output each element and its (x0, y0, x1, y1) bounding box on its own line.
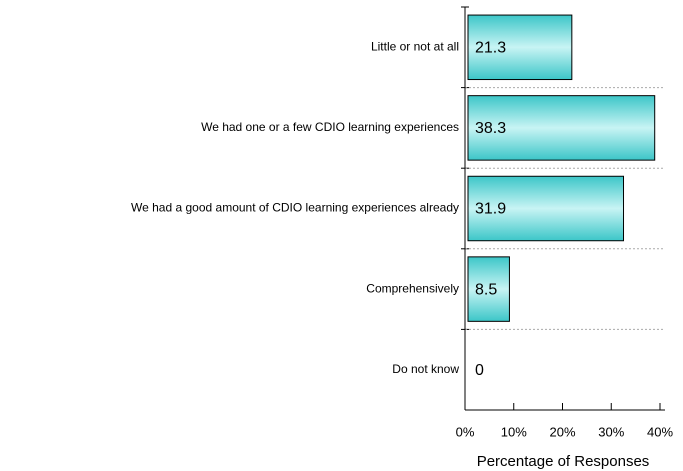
value-label: 21.3 (475, 40, 506, 57)
bar (467, 256, 510, 322)
x-tick-label: 0% (456, 424, 475, 439)
x-tick-label: 30% (598, 424, 624, 439)
y-tick-label: Do not know (392, 362, 459, 376)
value-label: 31.9 (475, 201, 506, 218)
value-label: 0 (475, 362, 484, 379)
x-axis-title: Percentage of Responses (477, 453, 650, 470)
bar (467, 95, 656, 161)
y-tick-label: Comprehensively (366, 281, 459, 295)
x-tick-label: 20% (549, 424, 575, 439)
value-label: 8.5 (475, 281, 497, 298)
y-tick-label: Little or not at all (371, 39, 459, 53)
bar (467, 14, 573, 81)
value-label: 38.3 (475, 120, 506, 137)
y-tick-label: We had one or a few CDIO learning experi… (201, 120, 459, 134)
bar (467, 175, 625, 242)
y-tick-label: We had a good amount of CDIO learning ex… (131, 201, 459, 215)
x-tick-label: 10% (501, 424, 527, 439)
x-tick-label: 40% (647, 424, 673, 439)
